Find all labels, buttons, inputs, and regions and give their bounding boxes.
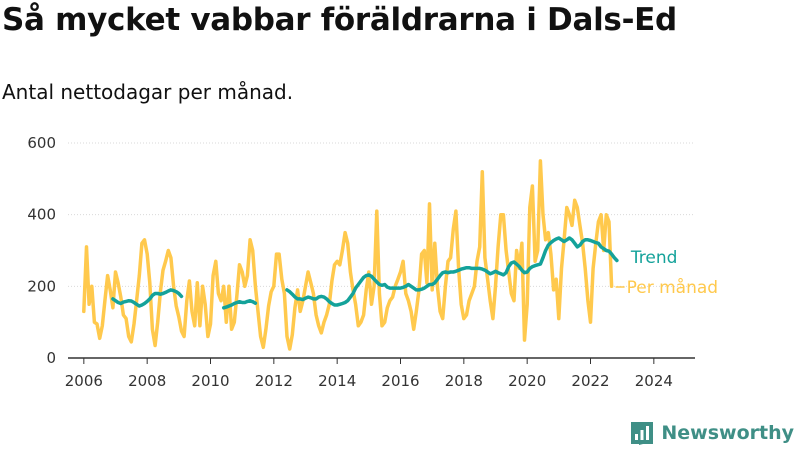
x-tick-label: 2024 (635, 372, 673, 390)
brand-name: Newsworthy (661, 422, 794, 444)
series-line-per-manad (82, 159, 614, 351)
brand: Newsworthy (629, 418, 794, 448)
legend-label-per-manad: Per månad (627, 277, 718, 298)
y-tick-label: 200 (27, 277, 56, 295)
x-tick-label: 2020 (508, 372, 546, 390)
legend-label-trend: Trend (630, 248, 678, 268)
x-tick-label: 2010 (191, 372, 229, 390)
series-line-trend (285, 236, 619, 307)
newsworthy-logo-icon (631, 422, 654, 445)
x-tick-label: 2014 (318, 372, 356, 390)
x-tick-label: 2012 (255, 372, 293, 390)
x-tick-label: 2018 (445, 372, 483, 390)
y-tick-label: 400 (27, 206, 56, 224)
chart-title: Så mycket vabbar föräldrarna i Dals-Ed (2, 2, 677, 38)
x-tick-label: 2006 (65, 372, 103, 390)
chart-subtitle: Antal nettodagar per månad. (2, 80, 294, 104)
x-tick-label: 2016 (381, 372, 419, 390)
line-chart: 0 200 400 600 2006 2008 2010 2012 2014 2016 2018 20… (27, 134, 718, 390)
y-tick-label: 0 (46, 349, 56, 367)
series-line-trend (111, 288, 184, 308)
x-tick-label: 2008 (128, 372, 166, 390)
series-line-trend (221, 298, 258, 310)
x-tick-label: 2022 (571, 372, 609, 390)
y-tick-label: 600 (27, 134, 56, 152)
